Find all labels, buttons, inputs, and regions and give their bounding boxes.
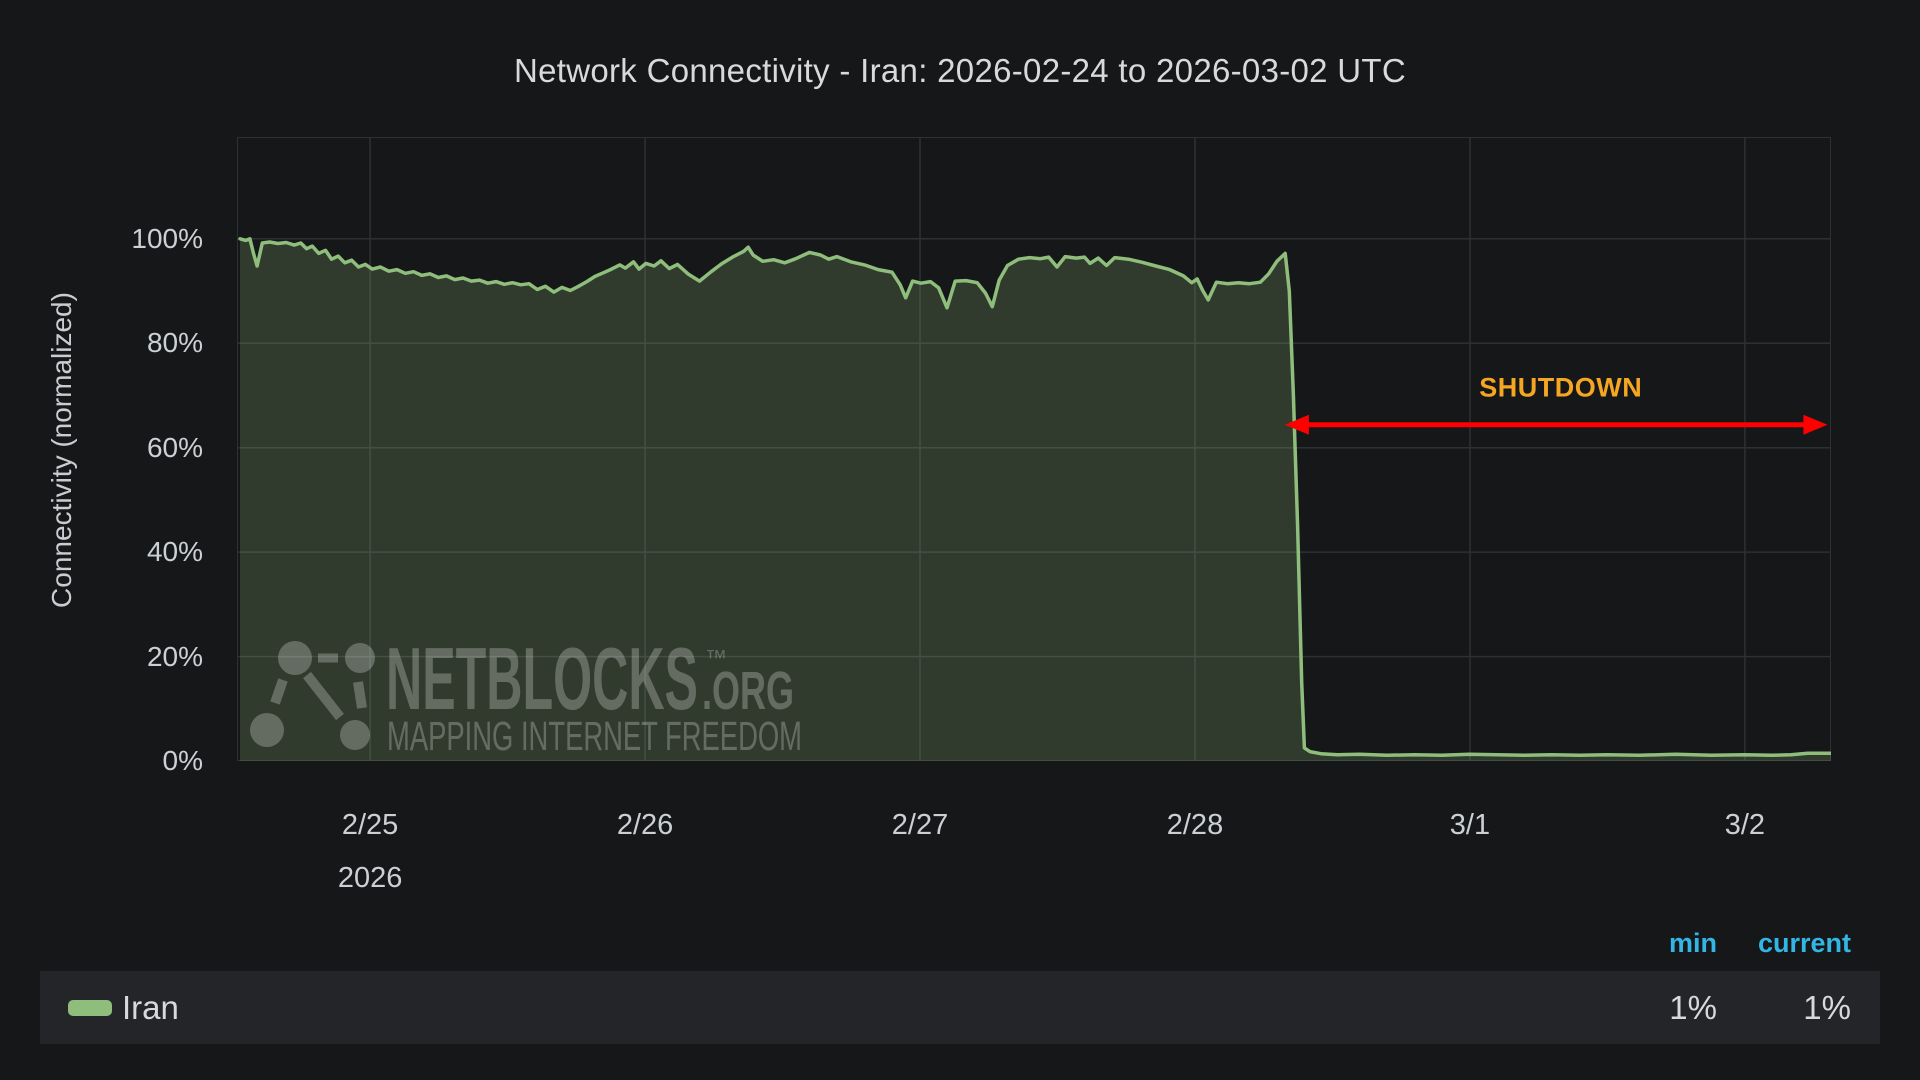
watermark-logo-node-icon: [278, 641, 312, 675]
watermark-logo-node-icon: [340, 720, 370, 750]
watermark-logo-link-icon: [270, 678, 288, 705]
series-area-fill: [240, 238, 1831, 761]
plot-border: [237, 137, 1831, 761]
y-tick-label: 100%: [131, 222, 203, 254]
x-tick-label: 3/2: [1724, 809, 1766, 841]
y-tick-label: 60%: [146, 431, 203, 463]
shutdown-annotation-label: SHUTDOWN: [1479, 372, 1643, 403]
watermark-logo-node-icon: [250, 713, 284, 747]
watermark-text: NETBLOCKS: [386, 629, 698, 728]
y-tick-label: 80%: [146, 327, 203, 359]
legend-min-value: 1%: [1669, 989, 1717, 1026]
legend-series-row[interactable]: Iran 1% 1%: [40, 971, 1880, 1044]
watermark-text: ™: [705, 645, 727, 670]
legend-column-header-current[interactable]: current: [1757, 928, 1851, 958]
chart-title: Network Connectivity - Iran: 2026-02-24 …: [513, 52, 1407, 89]
plot-area: NETBLOCKS ™ .ORG MAPPING INTERNET FREEDOM: [237, 137, 1831, 761]
legend-series-swatch: [68, 1000, 112, 1016]
watermark-text: MAPPING INTERNET FREEDOM: [387, 713, 802, 759]
shutdown-arrowhead-right-icon: [1803, 414, 1828, 435]
x-axis-year-label: 2026: [337, 862, 403, 894]
series-line-iran: [238, 237, 1831, 758]
legend-current-value: 1%: [1803, 989, 1851, 1026]
watermark-logo-node-icon: [345, 643, 375, 673]
shutdown-arrowhead-left-icon: [1284, 414, 1309, 435]
x-tick-label: 2/28: [1166, 809, 1224, 841]
watermark-text: .ORG: [702, 661, 794, 721]
x-tick-label: 3/1: [1449, 809, 1491, 841]
y-tick-label: 40%: [146, 536, 203, 568]
legend-column-header-min[interactable]: min: [1668, 928, 1717, 958]
watermark-logo-link-icon: [353, 681, 367, 709]
y-tick-label: 0%: [162, 745, 203, 776]
watermark-logo-link-icon: [303, 671, 344, 721]
x-tick-label: 2/26: [616, 809, 674, 841]
x-tick-label: 2/27: [891, 809, 949, 841]
y-tick-label: 20%: [146, 640, 203, 672]
legend-series-name: Iran: [122, 989, 179, 1026]
x-tick-label: 2/25: [341, 809, 399, 841]
